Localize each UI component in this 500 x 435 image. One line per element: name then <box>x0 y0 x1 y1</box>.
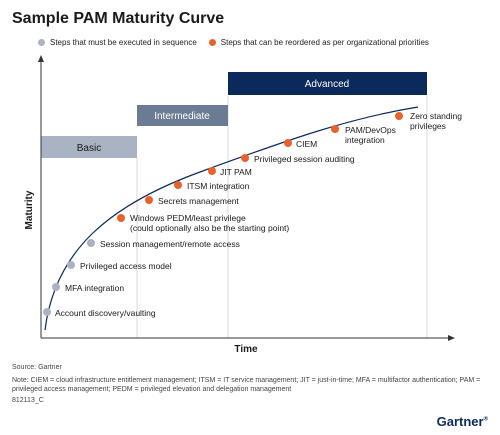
step-label-11-line2: integration <box>345 135 385 145</box>
stage-band-intermediate <box>137 105 228 126</box>
step-dot-3 <box>67 261 75 269</box>
step-label-6: Secrets management <box>158 196 239 206</box>
steps: Account discovery/vaulting MFA integrati… <box>43 111 462 318</box>
legend-item-sequence: Steps that must be executed in sequence <box>38 38 197 47</box>
step-label-2: MFA integration <box>65 283 124 293</box>
step-dot-9 <box>241 154 249 162</box>
step-label-8: JIT PAM <box>220 167 252 177</box>
step-dot-5 <box>117 214 125 222</box>
step-label-1: Account discovery/vaulting <box>55 308 156 318</box>
gartner-logo-text: Gartner <box>436 414 484 429</box>
step-label-12-line2: privileges <box>410 121 446 131</box>
stage-label-advanced: Advanced <box>305 79 349 90</box>
step-label-10: CIEM <box>296 139 317 149</box>
step-dot-4 <box>87 239 95 247</box>
step-dot-8 <box>208 167 216 175</box>
gartner-logo: Gartner® <box>437 414 488 429</box>
source-note: Source: Gartner <box>12 364 62 371</box>
legend-item-reorder: Steps that can be reordered as per organ… <box>208 38 429 47</box>
y-axis-arrow <box>38 55 44 62</box>
stage-bands: Basic Intermediate Advanced <box>41 72 428 338</box>
legend-dot-reorder <box>208 39 216 46</box>
gartner-logo-mark: ® <box>483 416 488 423</box>
step-dot-1 <box>43 308 51 316</box>
figure-code: 812113_C <box>12 397 44 404</box>
step-label-12: Zero standing <box>410 111 462 121</box>
stage-band-basic <box>41 136 137 158</box>
stage-label-basic: Basic <box>77 143 101 154</box>
stage-band-advanced <box>228 72 427 95</box>
step-dot-7 <box>174 181 182 189</box>
legend: Steps that must be executed in sequence … <box>38 38 441 47</box>
legend-label-reorder: Steps that can be reordered as per organ… <box>220 38 429 47</box>
x-axis-arrow <box>448 335 455 341</box>
stage-label-intermediate: Intermediate <box>154 111 210 122</box>
step-dot-12 <box>395 112 403 120</box>
step-dot-2 <box>52 283 60 291</box>
step-label-7: ITSM integration <box>187 181 250 191</box>
step-label-4: Session management/remote access <box>100 239 240 249</box>
abbreviation-note: Note: CIEM = cloud infrastructure entitl… <box>12 377 481 393</box>
step-dot-10 <box>284 139 292 147</box>
step-dot-6 <box>145 196 153 204</box>
step-label-9: Privileged session auditing <box>254 154 355 164</box>
step-label-5-line2: (could optionally also be the starting p… <box>130 223 289 233</box>
legend-label-sequence: Steps that must be executed in sequence <box>50 38 197 47</box>
step-label-3: Privileged access model <box>80 261 172 271</box>
legend-dot-sequence <box>38 39 45 46</box>
step-label-5: Windows PEDM/least privilege <box>130 213 246 223</box>
axes: Maturity Time <box>24 55 455 355</box>
y-axis-label: Maturity <box>24 190 35 229</box>
step-dot-11 <box>331 125 339 133</box>
page-title: Sample PAM Maturity Curve <box>12 10 225 27</box>
step-label-11: PAM/DevOps <box>345 125 396 135</box>
x-axis-label: Time <box>234 344 258 355</box>
